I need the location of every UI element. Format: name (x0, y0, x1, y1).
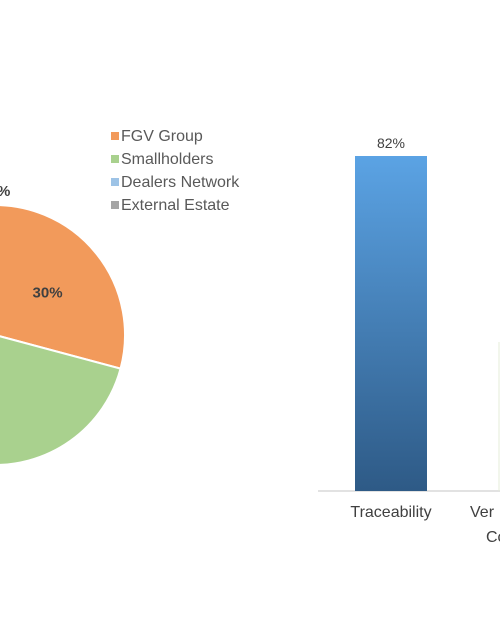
bar-traceability (355, 156, 427, 491)
x-tick-label-traceability: Traceability (350, 504, 431, 521)
pie-slice-smallholders (0, 335, 122, 466)
legend-label-external-estate: External Estate (121, 197, 230, 214)
pie-slice-fgv-group (0, 204, 126, 370)
legend-label-fgv-group: FGV Group (121, 128, 203, 145)
bar-chart: 82% Traceability Ver Co (318, 135, 500, 546)
x-tick-label-ver-line2: Co (486, 529, 500, 546)
bar-data-label-traceability: 82% (377, 135, 405, 151)
legend-swatch-smallholders (111, 155, 119, 163)
legend-swatch-external-estate (111, 201, 119, 209)
pie-legend: FGV Group Smallholders Dealers Network Exte… (111, 128, 240, 214)
legend-swatch-fgv-group (111, 132, 119, 140)
pie-data-label-fgv-group: 30% (33, 284, 63, 301)
legend-swatch-dealers-network (111, 178, 119, 186)
pie-partial-label: % (0, 183, 10, 200)
pie-chart: 30% (0, 204, 126, 466)
legend-label-smallholders: Smallholders (121, 151, 213, 168)
x-tick-label-ver-line1: Ver (470, 504, 495, 521)
legend-label-dealers-network: Dealers Network (121, 174, 240, 191)
